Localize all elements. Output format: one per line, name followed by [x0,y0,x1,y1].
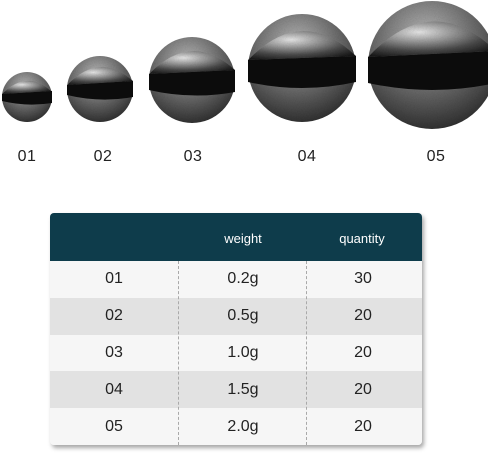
cell-weight: 0.2g [227,270,259,288]
sinker-01-image [2,72,52,122]
sinker-label-01: 01 [17,148,37,165]
sinker-02-image [67,56,133,122]
cell-id: 01 [105,270,123,288]
cell-quantity: 30 [354,270,372,288]
cell-id: 04 [105,380,123,398]
sinker-05-image [368,1,488,129]
sinker-label-02: 02 [93,148,113,165]
sinker-label-04: 04 [297,148,317,165]
cell-id: 03 [105,343,123,361]
cell-quantity: 20 [354,343,372,361]
sinker-label-03: 03 [183,148,203,165]
cell-weight: 0.5g [227,307,259,325]
header-quantity: quantity [339,231,385,246]
sinker-04-image [248,14,356,122]
sinker-images [2,1,488,129]
cell-weight: 1.5g [227,380,259,398]
table-header: weight quantity [50,213,422,261]
column-divider [178,261,179,445]
table-row: 05 2.0g 20 [50,408,422,445]
cell-id: 02 [105,307,123,325]
sinker-03-image [149,37,235,123]
cell-quantity: 20 [354,307,372,325]
cell-weight: 2.0g [227,417,259,435]
cell-quantity: 20 [354,417,372,435]
table-row: 04 1.5g 20 [50,371,422,409]
weight-quantity-table: weight quantity 01 0.2g 30 02 0.5g 20 03… [50,213,422,445]
cell-id: 05 [105,417,123,435]
table-row: 01 0.2g 30 [50,261,422,298]
cell-weight: 1.0g [227,343,259,361]
header-weight: weight [224,231,262,246]
sinker-label-05: 05 [426,148,446,165]
cell-quantity: 20 [354,380,372,398]
table-row: 03 1.0g 20 [50,334,422,372]
column-divider [306,261,307,445]
table-row: 02 0.5g 20 [50,297,422,335]
